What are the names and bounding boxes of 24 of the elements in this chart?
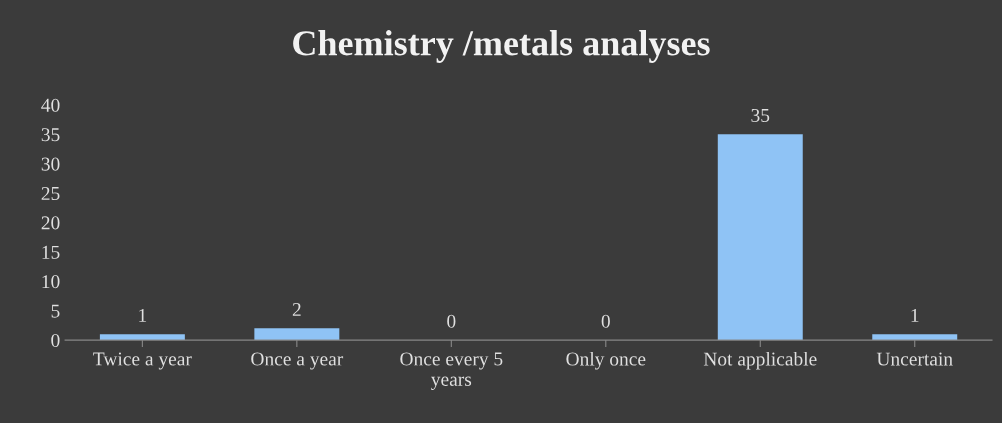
chart-title: Chemistry /metals analyses [293,30,710,63]
x-tick-label: Once every 5 years [400,352,503,390]
x-tick-label: Not applicable [703,351,817,370]
data-label: 1 [911,308,919,322]
x-tick-label: Only once [566,351,646,370]
x-tick-label: Twice a year [93,352,192,370]
x-tick-label: Once a year [251,352,344,370]
y-tick-label: 40 [41,98,60,112]
y-tick-label: 25 [41,186,60,201]
data-label: 1 [139,308,147,322]
data-label: 35 [751,108,770,123]
data-label: 0 [601,314,610,328]
data-label: 2 [292,302,301,316]
data-label: 0 [447,314,456,328]
y-tick-label: 35 [41,128,60,142]
y-tick-label: 30 [41,157,60,171]
y-tick-label: 20 [41,216,60,230]
y-tick-label: 15 [42,245,60,259]
bar [717,134,803,341]
y-tick-label: 5 [51,304,60,318]
x-tick-label: Uncertain [876,352,953,366]
y-tick-label: 10 [42,275,60,289]
bar [254,328,340,341]
y-tick-label: 0 [51,333,60,348]
